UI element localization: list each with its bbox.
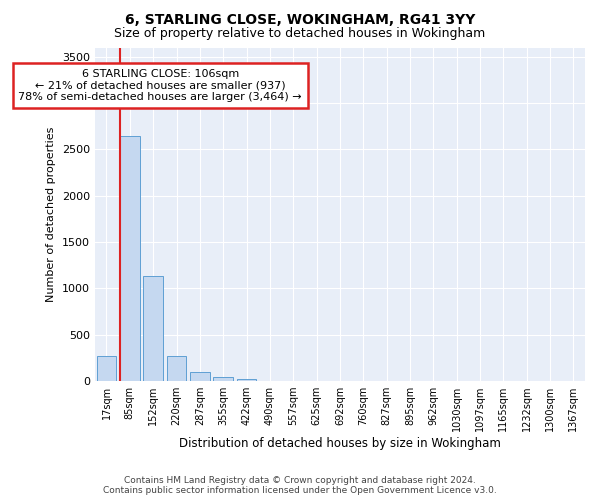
Text: 6 STARLING CLOSE: 106sqm
← 21% of detached houses are smaller (937)
78% of semi-: 6 STARLING CLOSE: 106sqm ← 21% of detach… — [19, 69, 302, 102]
Text: Contains HM Land Registry data © Crown copyright and database right 2024.
Contai: Contains HM Land Registry data © Crown c… — [103, 476, 497, 495]
Bar — [167, 356, 187, 381]
Bar — [213, 377, 233, 381]
Bar — [120, 136, 140, 381]
Bar — [236, 379, 256, 381]
Bar — [97, 356, 116, 381]
Text: 6, STARLING CLOSE, WOKINGHAM, RG41 3YY: 6, STARLING CLOSE, WOKINGHAM, RG41 3YY — [125, 12, 475, 26]
X-axis label: Distribution of detached houses by size in Wokingham: Distribution of detached houses by size … — [179, 437, 501, 450]
Y-axis label: Number of detached properties: Number of detached properties — [46, 126, 56, 302]
Text: Size of property relative to detached houses in Wokingham: Size of property relative to detached ho… — [115, 28, 485, 40]
Bar — [190, 372, 210, 381]
Bar — [143, 276, 163, 381]
